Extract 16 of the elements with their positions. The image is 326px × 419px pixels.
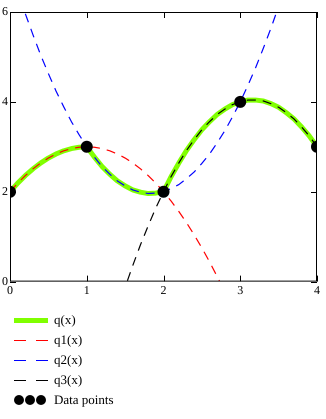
- y-tick-label: 6: [2, 4, 8, 18]
- legend-label: q(x): [54, 312, 76, 328]
- point: [158, 186, 170, 198]
- legend-label: q1(x): [54, 332, 82, 348]
- y-tick-label: 4: [2, 94, 8, 108]
- point: [80, 140, 93, 153]
- y-tick-label: 2: [2, 184, 8, 198]
- x-tick-label: 2: [160, 282, 166, 297]
- legend-label: q3(x): [54, 372, 82, 388]
- legend-label: q2(x): [54, 352, 82, 368]
- x-tick-label: 1: [84, 282, 90, 297]
- x-tick-label: 4: [314, 282, 320, 297]
- legend-label: Data points: [54, 392, 114, 408]
- y-tick-label: 0: [2, 274, 8, 288]
- point: [234, 96, 246, 108]
- x-tick-label: 3: [237, 282, 244, 297]
